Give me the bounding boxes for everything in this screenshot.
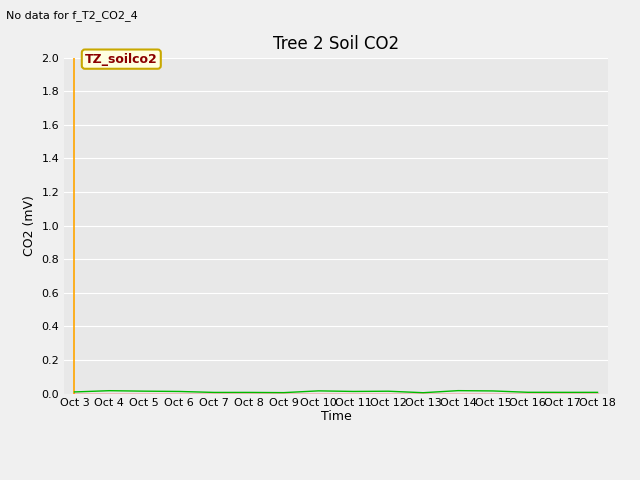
- Title: Tree 2 Soil CO2: Tree 2 Soil CO2: [273, 35, 399, 53]
- Legend: Tree2 -2cm, Tree2 -4cm, Tree2 -8cm: Tree2 -2cm, Tree2 -4cm, Tree2 -8cm: [140, 474, 532, 480]
- Y-axis label: CO2 (mV): CO2 (mV): [23, 195, 36, 256]
- Text: TZ_soilco2: TZ_soilco2: [85, 53, 157, 66]
- Text: No data for f_T2_CO2_4: No data for f_T2_CO2_4: [6, 10, 138, 21]
- X-axis label: Time: Time: [321, 410, 351, 423]
